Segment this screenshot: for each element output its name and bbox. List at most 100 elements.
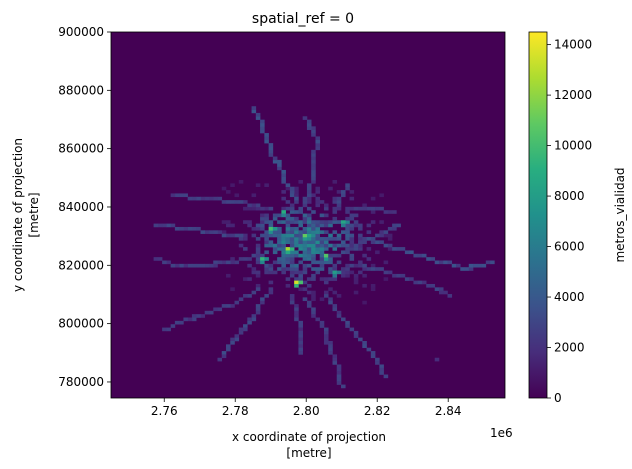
- heatmap-cell: [221, 304, 227, 308]
- heatmap-cell: [370, 283, 376, 288]
- heatmap-cell: [456, 263, 461, 268]
- heatmap-cell: [281, 206, 286, 211]
- heatmap-cell: [238, 297, 244, 302]
- heatmap-cell: [247, 223, 252, 228]
- heatmap-cell: [315, 143, 321, 147]
- heatmap-cell: [306, 247, 312, 251]
- heatmap-cell: [260, 297, 265, 302]
- heatmap-cell: [332, 270, 338, 275]
- heatmap-cell: [255, 270, 261, 275]
- heatmap-cell: [349, 226, 355, 231]
- heatmap-cell: [298, 324, 303, 328]
- x-tick-label: 2.78: [222, 404, 249, 418]
- heatmap-cell: [294, 216, 299, 221]
- heatmap-cell: [332, 273, 338, 278]
- heatmap-cell: [217, 260, 223, 265]
- heatmap-cell: [294, 253, 299, 258]
- heatmap-cell: [362, 237, 367, 241]
- heatmap-cell: [358, 233, 363, 238]
- heatmap-cell: [294, 196, 299, 201]
- heatmap-cell: [306, 119, 312, 124]
- heatmap-cell: [336, 374, 342, 379]
- heatmap-cell: [289, 250, 295, 255]
- heatmap-cell: [294, 317, 299, 322]
- heatmap-cell: [349, 216, 355, 221]
- heatmap-cell: [341, 190, 346, 194]
- heatmap-cell: [268, 149, 274, 154]
- heatmap-cell: [281, 267, 286, 271]
- heatmap-cell: [315, 317, 321, 322]
- heatmap-cell: [370, 267, 376, 271]
- heatmap-cell: [311, 159, 316, 164]
- heatmap-cell: [272, 159, 278, 164]
- heatmap-cell: [200, 196, 206, 201]
- heatmap-cell: [268, 226, 274, 231]
- heatmap-cell: [379, 364, 384, 369]
- heatmap-cell: [358, 226, 363, 231]
- heatmap-cell: [302, 196, 308, 201]
- heatmap-cell: [349, 253, 355, 258]
- colorbar-label: metros_vialidad: [613, 167, 627, 262]
- heatmap-cell: [447, 294, 453, 298]
- heatmap-cell: [289, 297, 295, 302]
- heatmap-cell: [434, 260, 440, 265]
- heatmap-cell: [243, 206, 248, 211]
- heatmap-cell: [311, 250, 316, 255]
- heatmap-cell: [353, 280, 359, 285]
- heatmap-cell: [217, 196, 223, 201]
- heatmap-cell: [370, 263, 376, 268]
- heatmap-cell: [319, 237, 325, 241]
- heatmap-cell: [358, 263, 363, 268]
- heatmap-cell: [413, 253, 418, 258]
- heatmap-cell: [306, 290, 312, 295]
- heatmap-cell: [323, 220, 329, 224]
- heatmap-cell: [387, 210, 393, 214]
- heatmap-cell: [336, 237, 342, 241]
- heatmap-cell: [387, 237, 393, 241]
- heatmap-cell: [306, 190, 312, 194]
- x-tick-label: 2.76: [151, 404, 178, 418]
- heatmap-cell: [332, 180, 338, 184]
- heatmap-cell: [294, 186, 299, 191]
- heatmap-cell: [298, 243, 303, 248]
- heatmap-cell: [221, 233, 227, 238]
- heatmap-cell: [264, 183, 269, 188]
- heatmap-cell: [332, 243, 338, 248]
- heatmap-cell: [311, 149, 316, 154]
- heatmap-cell: [332, 307, 338, 312]
- heatmap-cell: [183, 263, 188, 268]
- y-tick-label: 860000: [58, 142, 104, 156]
- heatmap-cell: [306, 193, 312, 198]
- heatmap-cell: [260, 129, 265, 134]
- heatmap-cell: [392, 247, 397, 251]
- heatmap-cell: [426, 283, 431, 288]
- heatmap-cell: [481, 263, 487, 268]
- heatmap-cell: [387, 247, 393, 251]
- heatmap-cell: [281, 190, 286, 194]
- heatmap-cell: [366, 230, 372, 234]
- heatmap-cell: [234, 233, 240, 238]
- y-tick-label: 800000: [58, 317, 104, 331]
- heatmap-cell: [311, 243, 316, 248]
- heatmap-cell: [349, 327, 355, 332]
- heatmap-cell: [379, 206, 384, 211]
- heatmap-cell: [387, 233, 393, 238]
- heatmap-cell: [345, 220, 350, 224]
- heatmap-cell: [294, 314, 299, 318]
- heatmap-cell: [306, 277, 312, 281]
- heatmap-cell: [438, 287, 444, 291]
- heatmap-cell: [187, 317, 193, 322]
- heatmap-cell: [302, 263, 308, 268]
- heatmap-cell: [243, 277, 248, 281]
- heatmap-cell: [226, 347, 231, 352]
- heatmap-cell: [251, 317, 257, 322]
- heatmap-cell: [285, 213, 291, 218]
- heatmap-cell: [341, 243, 346, 248]
- heatmap-cell: [345, 226, 350, 231]
- heatmap-cell: [302, 237, 308, 241]
- heatmap-cell: [174, 320, 180, 325]
- heatmap-cell: [277, 163, 282, 167]
- heatmap-cell: [302, 267, 308, 271]
- heatmap-cell: [341, 317, 346, 322]
- heatmap-cell: [302, 280, 308, 285]
